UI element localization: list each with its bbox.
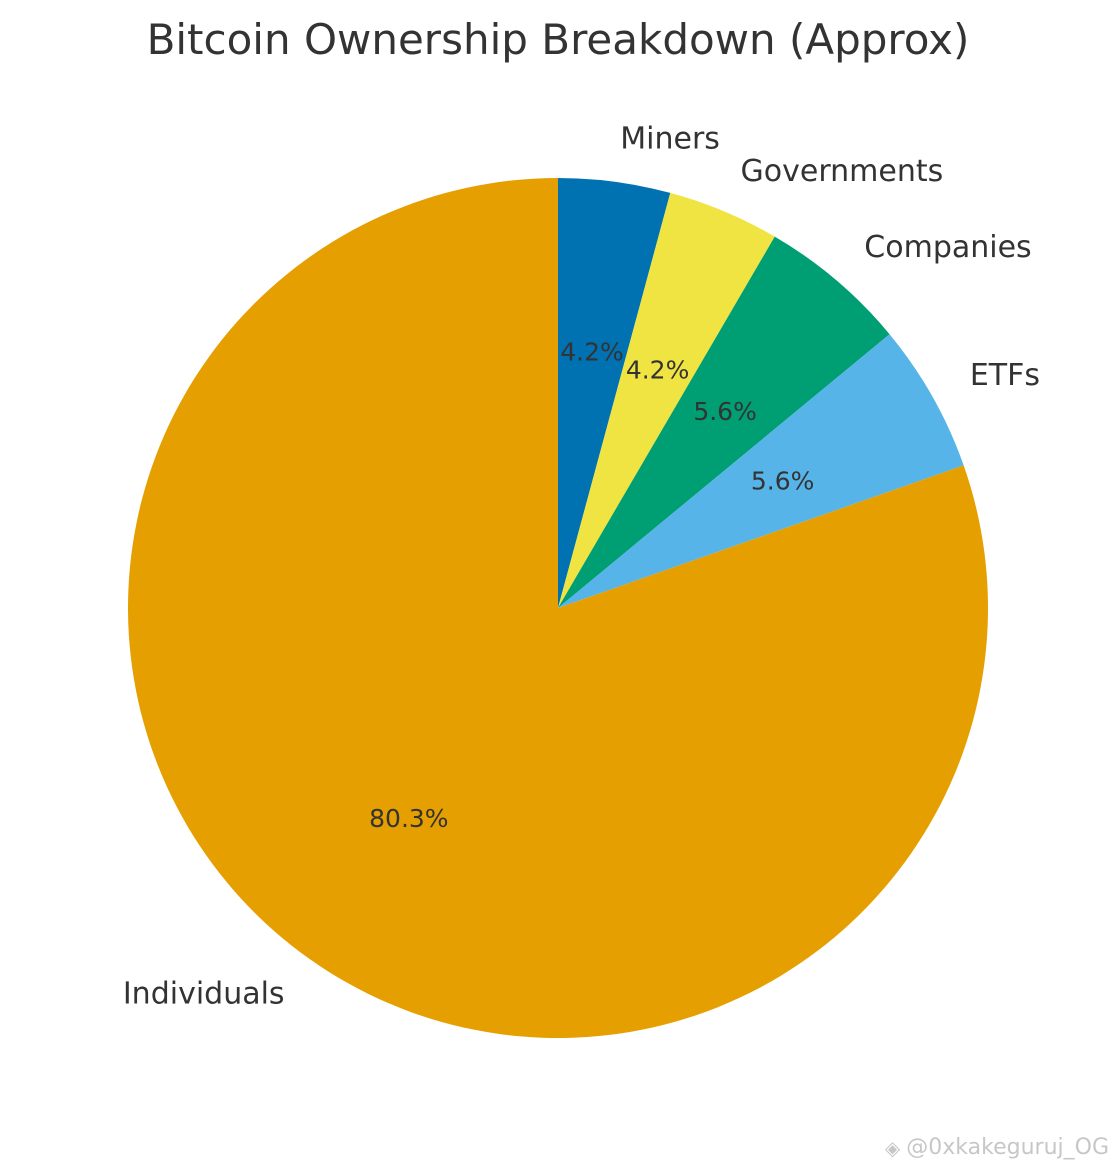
pie-category-label-governments: Governments <box>741 154 944 189</box>
pie-slices <box>128 178 988 1038</box>
pie-category-label-miners: Miners <box>620 122 720 157</box>
pie-slice-individuals <box>128 178 988 1038</box>
pie-slice-miners <box>558 178 671 608</box>
watermark-text: @0xkakeguruj_OG <box>906 1135 1109 1160</box>
pie-category-label-etfs: ETFs <box>970 358 1040 393</box>
pie-slice-governments <box>558 192 775 609</box>
pie-category-label-individuals: Individuals <box>123 976 285 1011</box>
binance-diamond-icon: ◈ <box>884 1135 901 1160</box>
chart-title: Bitcoin Ownership Breakdown (Approx) <box>147 15 970 64</box>
pie-slice-etfs <box>558 334 964 608</box>
pie-slice-companies <box>558 236 890 609</box>
pie-percent-label-companies: 5.6% <box>693 397 757 426</box>
pie-category-label-companies: Companies <box>864 230 1031 265</box>
pie-percent-label-governments: 4.2% <box>626 355 690 384</box>
pie-percent-label-miners: 4.2% <box>560 338 624 367</box>
pie-percent-label-individuals: 80.3% <box>369 804 448 833</box>
pie-percent-labels: 4.2%4.2%5.6%5.6%80.3% <box>369 338 814 833</box>
pie-percent-label-etfs: 5.6% <box>751 467 815 496</box>
pie-category-labels: Miners Governments Companies ETFs Individual… <box>123 122 1040 1012</box>
watermark: ◈ @0xkakeguruj_OG <box>885 1135 1109 1160</box>
